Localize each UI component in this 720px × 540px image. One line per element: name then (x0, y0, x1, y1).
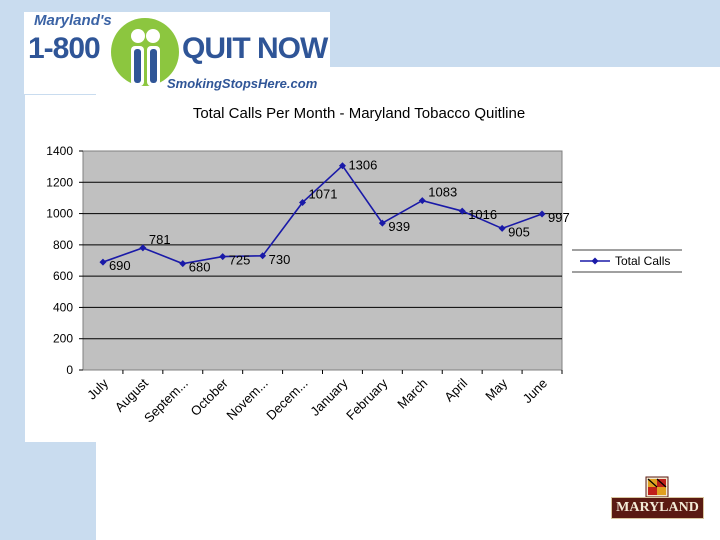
x-tick-label: Septem... (141, 376, 191, 426)
data-label: 680 (189, 260, 211, 275)
data-label: 905 (508, 224, 530, 239)
data-label: 939 (388, 219, 410, 234)
y-tick-label: 1400 (46, 144, 73, 158)
data-point (498, 224, 506, 232)
y-tick-label: 600 (53, 269, 73, 283)
logo-number-text: 1-800 (28, 32, 101, 65)
data-point (139, 244, 147, 252)
data-label: 781 (149, 232, 171, 247)
data-label: 730 (269, 252, 291, 267)
x-tick-label: April (441, 375, 470, 404)
quit-figures-icon (111, 18, 179, 86)
y-tick-label: 0 (66, 363, 73, 377)
data-point (458, 207, 466, 215)
x-axis-ticks: July AugustSeptem...OctoberNovem...Decem.… (84, 370, 563, 426)
maryland-flag-crest-icon (645, 476, 669, 498)
data-label: 690 (109, 258, 131, 273)
data-label: 1083 (428, 185, 457, 200)
gridlines (83, 181, 562, 340)
logo-quit-now-text: QUIT NOW (182, 32, 328, 65)
y-tick-label: 400 (53, 300, 73, 314)
legend-marker (591, 257, 599, 265)
plot-area (82, 150, 563, 371)
maryland-state-logo: MARYLAND (611, 473, 704, 519)
x-tick-label: March (394, 376, 430, 412)
quitline-logo: Maryland's 1-800 QUIT NOW SmokingStopsHe… (24, 12, 330, 94)
data-point (299, 198, 307, 206)
series-total-calls (99, 162, 546, 268)
x-tick-label: June (520, 376, 551, 407)
maryland-logo-text: MARYLAND (616, 500, 699, 515)
y-axis-ticks: 0 200 400 600 800 1000 1200 1400 (46, 144, 83, 377)
data-point (338, 162, 346, 170)
data-labels: 690 781 680 725 730 1071 1306 939 1083 1016 905 997 (109, 158, 570, 275)
y-tick-label: 1000 (46, 207, 73, 221)
data-label: 1306 (348, 158, 377, 173)
y-tick-label: 1200 (46, 175, 73, 189)
x-tick-label: May (482, 375, 510, 403)
maryland-plate (611, 497, 704, 519)
x-tick-label: August (112, 375, 151, 414)
data-point (99, 258, 107, 266)
series-line (102, 164, 543, 265)
data-label: 997 (548, 210, 570, 225)
legend-box (572, 250, 682, 272)
logo-marylands-text: Maryland's (34, 12, 112, 29)
data-label: 1071 (309, 186, 338, 201)
legend: Total Calls (572, 249, 682, 273)
x-tick-label: Novem... (223, 376, 270, 423)
data-point (378, 219, 386, 227)
logo-website-text: SmokingStopsHere.com (167, 76, 318, 91)
data-point (219, 253, 227, 261)
data-point (538, 210, 546, 218)
data-point (179, 260, 187, 268)
x-tick-label: July (84, 375, 111, 402)
y-tick-label: 800 (53, 238, 73, 252)
data-point (259, 252, 267, 260)
y-tick-label: 200 (53, 332, 73, 346)
data-point (418, 197, 426, 205)
x-tick-label: Decem... (263, 376, 310, 423)
data-label: 1016 (468, 207, 497, 222)
data-label: 725 (229, 253, 251, 268)
legend-label: Total Calls (615, 254, 670, 268)
chart-title: Total Calls Per Month - Maryland Tobacco… (193, 105, 525, 122)
x-tick-label: February (343, 375, 391, 423)
